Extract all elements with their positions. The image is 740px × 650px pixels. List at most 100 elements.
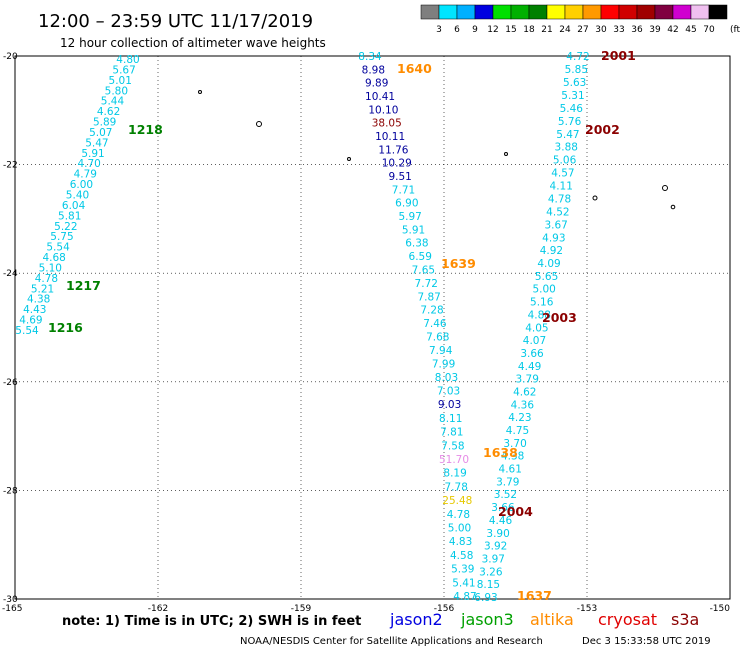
colorbar-swatch: [492, 4, 512, 20]
map-border: [14, 55, 731, 600]
colorbar-tick-label: 21: [541, 25, 552, 35]
satellite-name-cryosat: cryosat: [598, 610, 657, 629]
wave-height-value: 5.41: [452, 577, 475, 589]
wave-height-value: 4.23: [508, 412, 531, 424]
wave-height-value: 3.79: [496, 476, 519, 488]
longitude-tick-label: -153: [577, 604, 597, 614]
wave-height-value: 5.39: [451, 564, 474, 576]
colorbar-tick-label: 30: [595, 25, 607, 35]
wave-height-value: 7.03: [437, 385, 460, 397]
longitude-tick-label: -159: [291, 604, 312, 614]
wave-height-value: 4.93: [542, 232, 565, 244]
colorbar-tick-label: 24: [559, 25, 571, 35]
colorbar-swatch: [708, 4, 728, 20]
wave-height-value: 7.78: [445, 481, 468, 493]
pass-time-label: 1218: [128, 122, 163, 137]
pass-time-label: 1216: [48, 320, 83, 335]
wave-height-value: 7.65: [412, 264, 435, 276]
colorbar-swatch: [474, 4, 494, 20]
wave-height-value: 3.66: [491, 502, 515, 514]
wave-height-value: 4.88: [528, 309, 551, 321]
wave-height-value: 4.75: [506, 425, 529, 437]
colorbar-tick-label: 6: [454, 25, 460, 35]
wave-height-value: 5.22: [54, 221, 77, 233]
wave-height-value: 7.46: [423, 318, 447, 330]
wave-height-value: 4.38: [27, 294, 50, 306]
wave-height-value: 8.03: [435, 372, 458, 384]
wave-height-value: 6.04: [62, 200, 86, 212]
island-outlines: [198, 90, 676, 210]
wave-height-value: 5.54: [46, 242, 70, 254]
wave-height-value: 3.66: [520, 348, 544, 360]
island-outline: [198, 90, 202, 94]
latitude-tick-label: -20: [3, 52, 18, 62]
wave-height-value: 3.92: [484, 541, 507, 553]
wave-height-value: 4.43: [23, 304, 46, 316]
pass-time-labels: 1218 1217 1216 1640 1639 1638 1637 2001 2002 2003…: [48, 48, 636, 603]
wave-height-value: 5.89: [93, 117, 116, 129]
satellite-name-altika: altika: [530, 610, 574, 629]
latitude-tick-label: -30: [3, 595, 18, 605]
wave-height-value: 5.00: [532, 284, 555, 296]
wave-height-value: 4.38: [501, 451, 524, 463]
wave-height-value: 4.11: [550, 181, 573, 193]
colorbar-tick-label: 27: [577, 25, 588, 35]
wave-height-value: 25.48: [442, 495, 472, 507]
wave-height-value: 38.05: [372, 118, 402, 130]
wave-height-value: 9.89: [365, 78, 388, 90]
wave-height-value: 3.97: [482, 553, 505, 565]
colorbar-tick-label: 9: [472, 25, 478, 35]
footer-note: note: 1) Time is in UTC; 2) SWH is in fe…: [62, 614, 361, 629]
wave-height-value: 4.87: [453, 591, 476, 603]
wave-height-value: 4.83: [449, 536, 472, 548]
pass-time-label: 1638: [483, 445, 518, 460]
satellite-name-s3a: s3a: [671, 610, 699, 629]
colorbar-swatch: [420, 4, 440, 20]
wave-height-value: 51.70: [439, 454, 469, 466]
footer-credit: NOAA/NESDIS Center for Satellite Applica…: [240, 636, 543, 647]
colorbar-tick-label: 45: [685, 25, 696, 35]
colorbar-tick-label: 70: [703, 25, 715, 35]
pass-time-label: 2004: [498, 504, 533, 519]
wave-height-value: 7.72: [415, 278, 438, 290]
wave-height-value: 5.06: [553, 155, 577, 167]
wave-height-value: 5.75: [50, 231, 73, 243]
colorbar-tick-label: 33: [613, 25, 624, 35]
island-outline: [592, 195, 598, 201]
wave-height-value: 5.40: [66, 190, 89, 202]
colorbar-swatch: [672, 4, 692, 20]
page-subtitle: 12 hour collection of altimeter wave hei…: [60, 36, 326, 50]
graticule: [15, 56, 730, 599]
wave-height-value: 6.38: [405, 238, 428, 250]
wave-height-value: 4.72: [566, 51, 589, 63]
island-outline: [504, 152, 508, 156]
satellite-name-jason2: jason2: [389, 610, 443, 629]
altimeter-tracks: 4.805.675.015.805.444.625.895.075.475.91…: [15, 51, 589, 604]
wave-height-value: 4.52: [546, 207, 569, 219]
longitude-tick-label: -162: [148, 604, 168, 614]
colorbar-tick-label: 12: [487, 25, 498, 35]
wave-height-value: 5.21: [31, 283, 54, 295]
wave-height-value: 5.76: [558, 116, 582, 128]
colorbar-swatch: [690, 4, 710, 20]
map-frame: [14, 55, 731, 600]
wave-height-value: 7.99: [432, 358, 455, 370]
wave-height-value: 4.62: [513, 386, 536, 398]
wave-height-value: 10.41: [365, 91, 395, 103]
colorbar-swatch: [582, 4, 602, 20]
colorbar-swatch: [456, 4, 476, 20]
wave-height-value: 4.69: [19, 315, 42, 327]
wave-height-value: 4.61: [499, 464, 522, 476]
colorbar-swatch: [510, 4, 530, 20]
wave-height-value: 8.15: [477, 579, 500, 591]
latitude-tick-label: -24: [3, 269, 18, 279]
pass-time-label: 1217: [66, 278, 101, 293]
wave-height-value: 8.98: [362, 64, 385, 76]
wave-height-value: 9.03: [438, 399, 461, 411]
wave-height-value: 4.79: [74, 169, 97, 181]
wave-height-value: 6.90: [395, 198, 418, 210]
wave-height-value: 4.78: [447, 509, 470, 521]
wave-height-value: 9.51: [388, 171, 411, 183]
